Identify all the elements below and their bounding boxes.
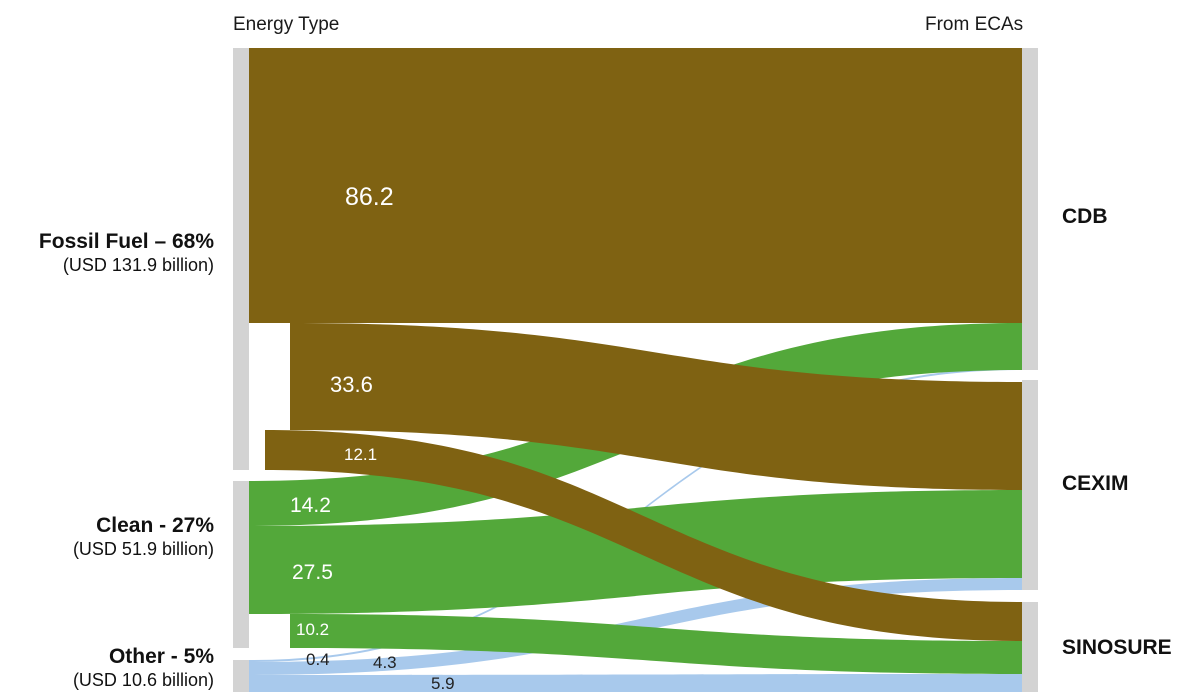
source-bar-clean xyxy=(233,481,249,648)
flow-value-clean-cdb: 14.2 xyxy=(290,494,331,517)
source-name-fossil: Fossil Fuel – 68% xyxy=(38,230,214,253)
flow-fossil-cexim xyxy=(290,323,1022,490)
source-bar-fossil xyxy=(233,48,249,470)
flow-value-other-cexim: 4.3 xyxy=(373,653,397,672)
source-name-other: Other - 5% xyxy=(108,645,214,668)
source-usd-clean: (USD 51.9 billion) xyxy=(72,539,214,559)
source-bar-other xyxy=(233,660,249,692)
target-label-cexim: CEXIM xyxy=(1062,472,1129,495)
flow-value-other-cdb: 0.4 xyxy=(306,650,330,669)
source-usd-other: (USD 10.6 billion) xyxy=(72,670,214,690)
flow-other-sinosure xyxy=(249,674,1022,692)
source-label-fossil: Fossil Fuel – 68% (USD 131.9 billion) xyxy=(0,230,214,276)
target-bar-cdb xyxy=(1022,48,1038,370)
flow-value-fossil-sinosure: 12.1 xyxy=(344,445,378,464)
target-label-sinosure: SINOSURE xyxy=(1062,636,1172,659)
source-label-clean: Clean - 27% (USD 51.9 billion) xyxy=(0,514,214,560)
flow-fossil-cdb xyxy=(249,48,1022,323)
flow-fossil-sinosure xyxy=(265,430,1022,641)
source-label-other: Other - 5% (USD 10.6 billion) xyxy=(0,645,214,691)
target-bar-sinosure xyxy=(1022,602,1038,692)
source-name-clean: Clean - 27% xyxy=(96,514,214,537)
flow-value-clean-sinosure: 10.2 xyxy=(296,620,330,639)
flow-value-fossil-cexim: 33.6 xyxy=(330,372,373,397)
flow-value-fossil-cdb: 86.2 xyxy=(345,183,394,211)
flow-value-clean-cexim: 27.5 xyxy=(292,561,333,584)
flow-value-other-sinosure: 5.9 xyxy=(431,674,455,693)
target-label-cdb: CDB xyxy=(1062,205,1108,228)
right-axis-header: From ECAs xyxy=(925,14,1024,35)
flow-clean-sinosure xyxy=(290,614,1022,674)
source-usd-fossil: (USD 131.9 billion) xyxy=(62,255,214,275)
target-bar-cexim xyxy=(1022,380,1038,590)
flow-clean-cexim xyxy=(249,490,1022,614)
left-axis-header: Energy Type xyxy=(233,14,340,35)
